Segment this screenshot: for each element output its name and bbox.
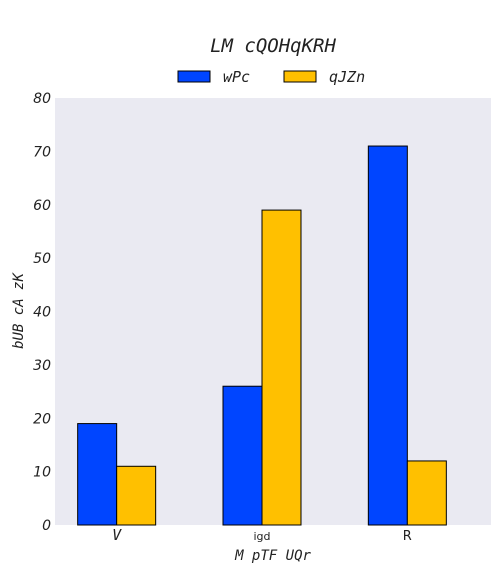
bar-wPc-R xyxy=(367,145,408,526)
y-tick-label: 0 xyxy=(42,518,51,534)
chart-title: LM cQOHqKRH xyxy=(210,35,336,57)
legend-label: wPc xyxy=(223,68,250,86)
y-tick-label: 30 xyxy=(33,358,51,374)
y-tick-label: 40 xyxy=(33,305,51,321)
y-tick-label: 50 xyxy=(33,251,51,267)
y-tick-label: 70 xyxy=(33,144,51,160)
bar-qJZn-igd xyxy=(261,209,302,526)
bar-wPc-igd xyxy=(222,385,263,526)
bar-qJZn-R xyxy=(406,460,447,526)
y-tick-label: 20 xyxy=(33,411,51,427)
y-tick-label: 10 xyxy=(33,465,51,481)
legend: wPc qJZn xyxy=(177,68,365,86)
y-tick-label: 80 xyxy=(33,91,51,107)
x-tick-label: R xyxy=(403,529,412,544)
y-axis: 0 10 20 30 40 50 60 70 80 xyxy=(33,91,51,534)
legend-swatch-wPc xyxy=(177,70,211,83)
bar-qJZn-V xyxy=(116,465,157,526)
y-axis-label: bUB cA zK xyxy=(11,272,27,349)
bars xyxy=(77,145,447,526)
x-tick-label: V xyxy=(112,526,122,544)
x-axis-label: M pTF UQr xyxy=(234,548,311,564)
legend-label: qJZn xyxy=(329,68,365,86)
bar-wPc-V xyxy=(77,423,118,526)
x-tick-label: igd xyxy=(253,530,270,543)
legend-swatch-qJZn xyxy=(283,70,317,83)
y-tick-label: 60 xyxy=(33,198,51,214)
